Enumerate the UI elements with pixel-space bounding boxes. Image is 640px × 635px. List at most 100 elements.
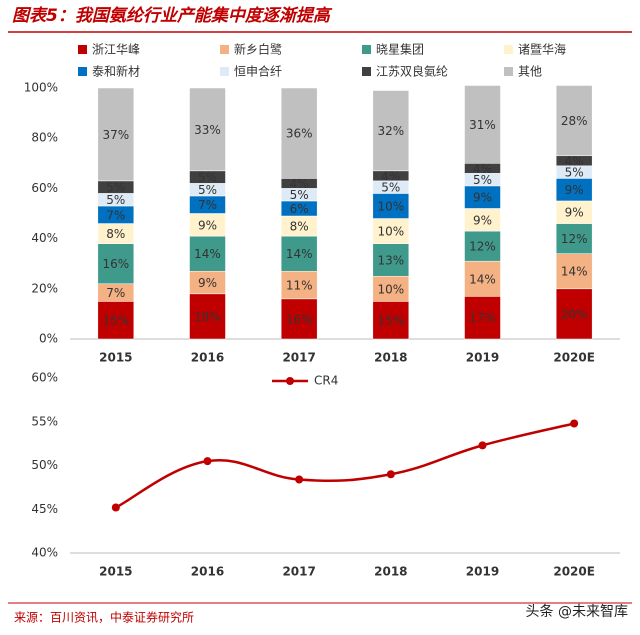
data-label: 9% [565, 183, 584, 197]
bar-segment [555, 253, 593, 290]
data-label: 17% [469, 311, 496, 325]
data-label: 4% [473, 162, 492, 176]
data-label: 10% [377, 282, 404, 296]
point [478, 441, 487, 450]
x-tick-label: 2015 [99, 351, 132, 365]
data-label: 13% [377, 253, 404, 267]
x-tick-label: 2016 [191, 351, 224, 365]
y-tick-label: 40% [31, 231, 58, 245]
data-label: 16% [102, 257, 129, 271]
data-label: 37% [102, 128, 129, 142]
legend-swatch [78, 67, 87, 76]
data-label: 15% [102, 314, 129, 328]
data-label: 31% [469, 118, 496, 132]
bar-segment [555, 85, 593, 157]
data-label: 9% [198, 276, 217, 290]
bar-segment [555, 288, 593, 340]
legend-label: 晓星集团 [376, 42, 424, 57]
bar-segment [280, 270, 318, 300]
data-label: 12% [469, 240, 496, 254]
data-label: 5% [106, 181, 125, 195]
data-label: 9% [473, 213, 492, 227]
y-tick-label: 60% [31, 181, 58, 195]
data-label: 28% [561, 114, 588, 128]
x-tick-label: 2019 [466, 565, 499, 579]
data-label: 8% [106, 227, 125, 241]
bar-segment [464, 230, 501, 262]
bar-segment [189, 235, 226, 272]
data-label: 4% [290, 177, 309, 191]
data-label: 8% [290, 220, 309, 234]
data-label: 9% [565, 206, 584, 220]
bar-segment [372, 301, 410, 340]
x-tick-label: 2018 [374, 351, 407, 365]
bar-segment [280, 298, 318, 340]
x-tick-label: 2018 [374, 565, 407, 579]
bar-segment [97, 243, 135, 285]
y-tick-label: 80% [31, 131, 58, 145]
data-label: 9% [473, 191, 492, 205]
data-label: 9% [198, 218, 217, 232]
data-label: 14% [194, 247, 221, 261]
point [570, 419, 579, 428]
bar-segment [464, 296, 501, 340]
data-label: 7% [198, 198, 217, 212]
data-label: 4% [381, 169, 400, 183]
x-tick-label: 2016 [191, 565, 224, 579]
y-tick-label: 50% [31, 458, 58, 472]
line [115, 422, 575, 509]
y-tick-label: 55% [31, 414, 58, 428]
data-label: 11% [286, 279, 313, 293]
bar-segment [280, 87, 318, 179]
data-label: 15% [377, 314, 404, 328]
data-label: 6% [290, 202, 309, 216]
legend-label: 恒申合纤 [234, 64, 282, 79]
bar-segment [280, 235, 318, 272]
legend-swatch [362, 67, 371, 76]
point [386, 470, 395, 479]
bar-segment [189, 293, 226, 340]
y-tick-label: 40% [31, 546, 58, 560]
data-label: 12% [561, 232, 588, 246]
bar-segment [97, 87, 135, 182]
legend-swatch [504, 67, 513, 76]
data-label: 5% [381, 181, 400, 195]
data-label: 14% [561, 265, 588, 279]
legend-label: 诸暨华海 [518, 42, 566, 57]
data-label: 5% [198, 171, 217, 185]
data-label: 5% [290, 188, 309, 202]
data-label: 4% [565, 154, 584, 168]
bar-segment [372, 276, 410, 302]
data-label: 16% [286, 312, 313, 326]
y-tick-label: 0% [39, 332, 58, 346]
bar-segment [372, 90, 410, 172]
legend-label: 泰和新材 [92, 64, 140, 79]
point [295, 475, 304, 484]
data-label: 36% [286, 127, 313, 141]
data-label: 5% [198, 183, 217, 197]
data-label: 7% [106, 208, 125, 222]
data-label: 10% [377, 225, 404, 239]
point [111, 503, 120, 512]
legend-swatch [362, 45, 371, 54]
data-label: 32% [377, 124, 404, 138]
bar-segment [372, 243, 410, 277]
legend-swatch [504, 45, 513, 54]
source: 来源：百川资讯，中泰证券研究所 [14, 610, 194, 625]
x-tick-label: 2019 [466, 351, 499, 365]
legend-label: 其他 [518, 65, 542, 79]
legend-swatch [78, 45, 87, 54]
bar-segment [189, 87, 226, 172]
x-tick-label: 2015 [99, 565, 132, 579]
x-tick-label: 2017 [282, 565, 315, 579]
data-label: 5% [106, 193, 125, 207]
data-label: 14% [469, 272, 496, 286]
data-label: 33% [194, 123, 221, 137]
data-label: 10% [377, 199, 404, 213]
data-label: 18% [194, 310, 221, 324]
point [203, 457, 212, 466]
x-tick-label: 2020E [553, 351, 595, 365]
legend-label: 新乡白鹭 [234, 42, 282, 57]
x-tick-label: 2020E [553, 565, 595, 579]
